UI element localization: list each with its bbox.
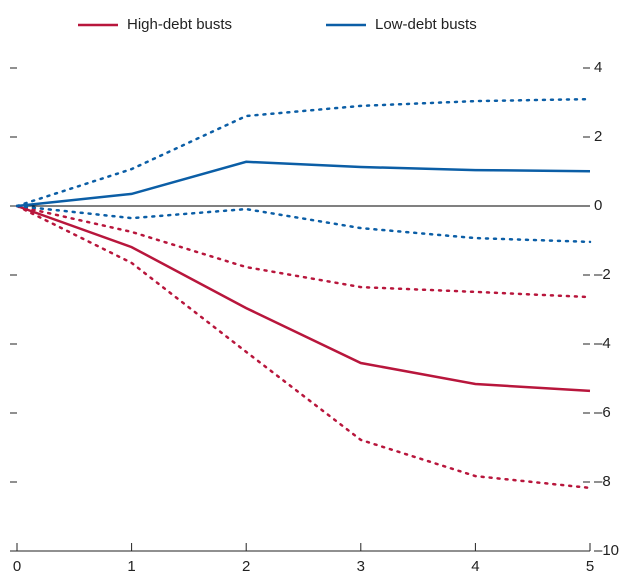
series-line: [16, 204, 591, 393]
x-tick-label: 4: [471, 558, 479, 573]
band-line: [15, 204, 592, 490]
y-tick-label: –6: [594, 404, 611, 421]
y-tick-label: 2: [594, 128, 602, 145]
series-line: [16, 160, 591, 208]
y-tick-label: –2: [594, 266, 611, 283]
band-line: [15, 204, 592, 299]
legend-label: High-debt busts: [127, 16, 232, 33]
y-tick-label: –10: [594, 542, 619, 559]
y-tick-label: 4: [594, 59, 602, 76]
x-tick-label: 3: [357, 558, 365, 573]
y-tick-label: –8: [594, 473, 611, 490]
y-tick-label: –4: [594, 335, 611, 352]
x-tick-label: 5: [586, 558, 594, 573]
x-tick-label: 2: [242, 558, 250, 573]
legend-label: Low-debt busts: [375, 16, 477, 33]
band-line: [15, 97, 592, 208]
x-tick-label: 0: [13, 558, 21, 573]
x-tick-label: 1: [127, 558, 135, 573]
band-line: [15, 204, 592, 244]
y-tick-label: 0: [594, 197, 602, 214]
